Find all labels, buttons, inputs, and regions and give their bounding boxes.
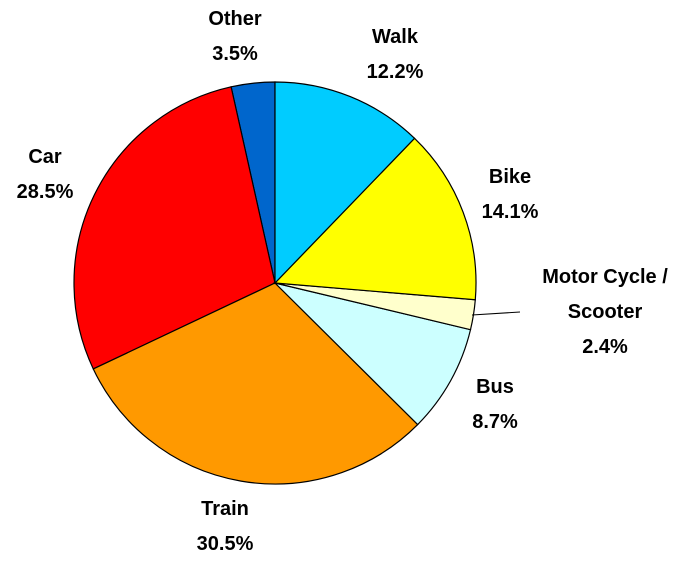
slice-label: Walk 12.2% [335, 20, 455, 90]
category-label: Bus [476, 376, 514, 398]
slice-label: Bus 8.7% [435, 370, 555, 440]
category-label: Motor Cycle / Scooter [542, 266, 668, 323]
category-label: Walk [372, 26, 418, 48]
value-label: 14.1% [481, 201, 539, 223]
value-label: 2.4% [582, 336, 628, 358]
pie-slice [92, 282, 419, 485]
value-label: 8.7% [472, 411, 518, 433]
value-label: 30.5% [196, 533, 254, 555]
slice-label: Motor Cycle / Scooter 2.4% [538, 260, 673, 365]
pie-slice [273, 137, 477, 301]
slice-label: Bike 14.1% [450, 160, 570, 230]
category-label: Bike [488, 166, 532, 188]
leader-line [471, 311, 521, 316]
category-label: Other [208, 8, 262, 30]
pie-slice [274, 81, 416, 285]
slice-label: Other 3.5% [175, 2, 295, 72]
pie-slice [73, 86, 276, 370]
category-label: Car [28, 146, 62, 168]
slice-label: Train 30.5% [165, 492, 285, 562]
value-label: 28.5% [16, 181, 74, 203]
category-label: Train [201, 498, 249, 520]
value-label: 12.2% [366, 61, 424, 83]
value-label: 3.5% [212, 43, 258, 65]
slice-label: Car 28.5% [0, 140, 105, 210]
